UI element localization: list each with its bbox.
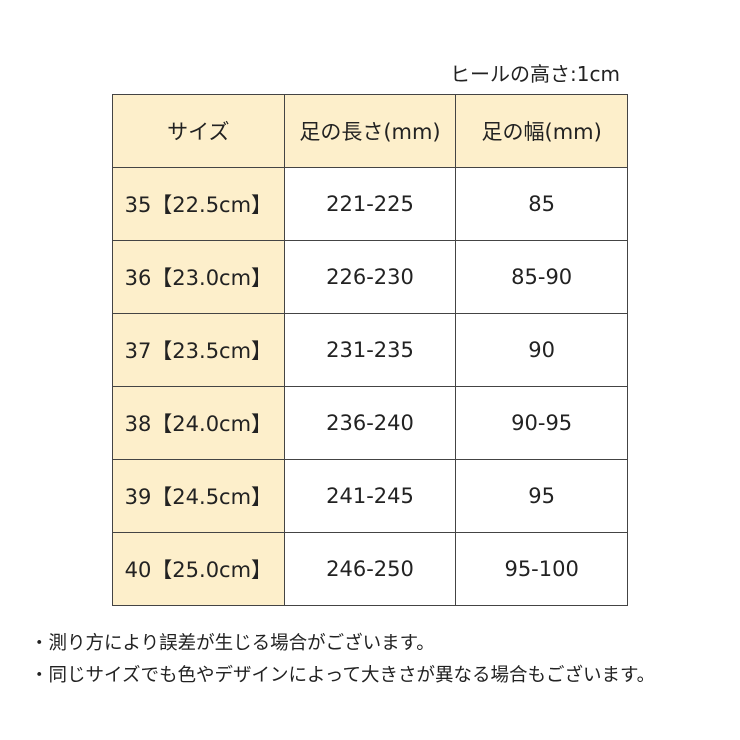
size-cell: 35【22.5cm】 bbox=[112, 167, 285, 241]
width-cell: 90-95 bbox=[455, 386, 628, 460]
size-cell: 37【23.5cm】 bbox=[112, 313, 285, 387]
size-cell: 38【24.0cm】 bbox=[112, 386, 285, 460]
table-row: 40【25.0cm】 246-250 95-100 bbox=[112, 532, 628, 606]
header-size: サイズ bbox=[112, 94, 285, 168]
notes: ・測り方により誤差が生じる場合がございます。 ・同じサイズでも色やデザインによっ… bbox=[30, 628, 655, 692]
length-cell: 241-245 bbox=[283, 459, 457, 533]
table-row: 36【23.0cm】 226-230 85-90 bbox=[112, 240, 628, 314]
length-cell: 246-250 bbox=[283, 532, 457, 606]
table-row: 35【22.5cm】 221-225 85 bbox=[112, 167, 628, 241]
length-cell: 236-240 bbox=[283, 386, 457, 460]
note-design: ・同じサイズでも色やデザインによって大きさが異なる場合もございます。 bbox=[30, 665, 656, 686]
header-width: 足の幅(mm) bbox=[455, 94, 628, 168]
table-header-row: サイズ 足の長さ(mm) 足の幅(mm) bbox=[112, 94, 628, 168]
table-row: 38【24.0cm】 236-240 90-95 bbox=[112, 386, 628, 460]
width-cell: 90 bbox=[455, 313, 628, 387]
heel-height-label: ヒールの高さ:1cm bbox=[450, 62, 620, 86]
size-cell: 36【23.0cm】 bbox=[112, 240, 285, 314]
length-cell: 231-235 bbox=[283, 313, 457, 387]
width-cell: 85 bbox=[455, 167, 628, 241]
width-cell: 95 bbox=[455, 459, 628, 533]
width-cell: 95-100 bbox=[455, 532, 628, 606]
size-cell: 39【24.5cm】 bbox=[112, 459, 285, 533]
size-table: サイズ 足の長さ(mm) 足の幅(mm) 35【22.5cm】 221-225 85… bbox=[112, 94, 628, 606]
width-cell: 85-90 bbox=[455, 240, 628, 314]
size-cell: 40【25.0cm】 bbox=[112, 532, 285, 606]
table-row: 39【24.5cm】 241-245 95 bbox=[112, 459, 628, 533]
note-measurement: ・測り方により誤差が生じる場合がございます。 bbox=[30, 633, 435, 654]
header-length: 足の長さ(mm) bbox=[283, 94, 457, 168]
table-row: 37【23.5cm】 231-235 90 bbox=[112, 313, 628, 387]
length-cell: 221-225 bbox=[283, 167, 457, 241]
length-cell: 226-230 bbox=[283, 240, 457, 314]
